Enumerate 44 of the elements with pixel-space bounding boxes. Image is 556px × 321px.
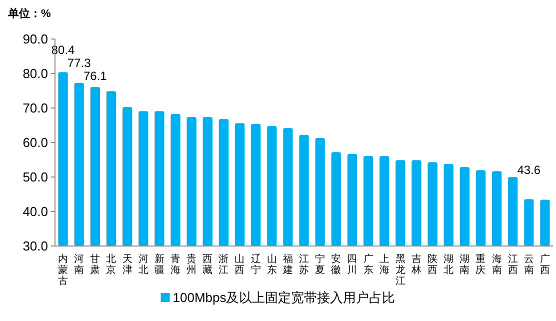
x-tick-label: 河北 xyxy=(138,253,148,276)
y-tick-label: 40.0 xyxy=(22,204,48,219)
x-tick-label: 黑龙江 xyxy=(395,254,406,287)
x-tick-label: 辽宁 xyxy=(250,253,261,276)
x-tick-label: 江苏 xyxy=(299,253,309,276)
y-tick-label: 90.0 xyxy=(22,32,48,46)
data-label: 76.1 xyxy=(83,68,108,83)
x-tick-label: 安徽 xyxy=(331,253,342,276)
x-tick-label: 广东 xyxy=(363,253,374,276)
x-tick-label: 内蒙古 xyxy=(58,253,68,287)
x-tick-label: 云南 xyxy=(524,254,534,276)
y-axis-title: 单位：% xyxy=(7,7,51,20)
x-tick-label: 广西 xyxy=(540,253,550,276)
x-tick-label: 上海 xyxy=(379,253,390,276)
x-tick-label: 青海 xyxy=(170,253,180,276)
data-label: 77.3 xyxy=(67,56,92,70)
x-tick-label: 西藏 xyxy=(202,254,213,276)
x-tick-label: 吉林 xyxy=(410,253,422,276)
x-tick-label: 宁夏 xyxy=(315,253,326,276)
x-tick-label: 河南 xyxy=(74,253,84,276)
x-tick-label: 湖南 xyxy=(460,253,470,276)
y-tick-label: 70.0 xyxy=(22,100,48,116)
x-tick-label: 陕西 xyxy=(428,253,438,276)
x-tick-label: 山东 xyxy=(266,253,277,276)
x-tick-label: 海南 xyxy=(492,253,502,276)
x-tick-label: 甘肃 xyxy=(90,253,100,276)
legend-label: 100Mbps及以上固定宽带接入用户占比 xyxy=(172,290,396,305)
x-tick-label: 福建 xyxy=(282,253,293,276)
x-tick-label: 浙江 xyxy=(218,253,229,276)
x-tick-label: 贵州 xyxy=(186,253,197,276)
x-tick-label: 江西 xyxy=(508,253,518,276)
x-tick-label: 山西 xyxy=(234,253,245,276)
data-label: 80.4 xyxy=(51,42,76,57)
data-label: 43.6 xyxy=(517,163,541,177)
y-tick-label: 30.0 xyxy=(22,238,48,254)
x-tick-label: 四川 xyxy=(347,254,358,276)
y-tick-label: 80.0 xyxy=(22,66,48,81)
x-tick-label: 北京 xyxy=(106,253,116,276)
x-tick-label: 重庆 xyxy=(476,253,486,276)
x-tick-label: 湖北 xyxy=(444,253,454,276)
y-tick-label: 60.0 xyxy=(22,135,48,150)
y-tick-label: 50.0 xyxy=(22,170,48,184)
x-tick-label: 新疆 xyxy=(154,253,164,276)
x-tick-label: 天津 xyxy=(122,254,132,276)
